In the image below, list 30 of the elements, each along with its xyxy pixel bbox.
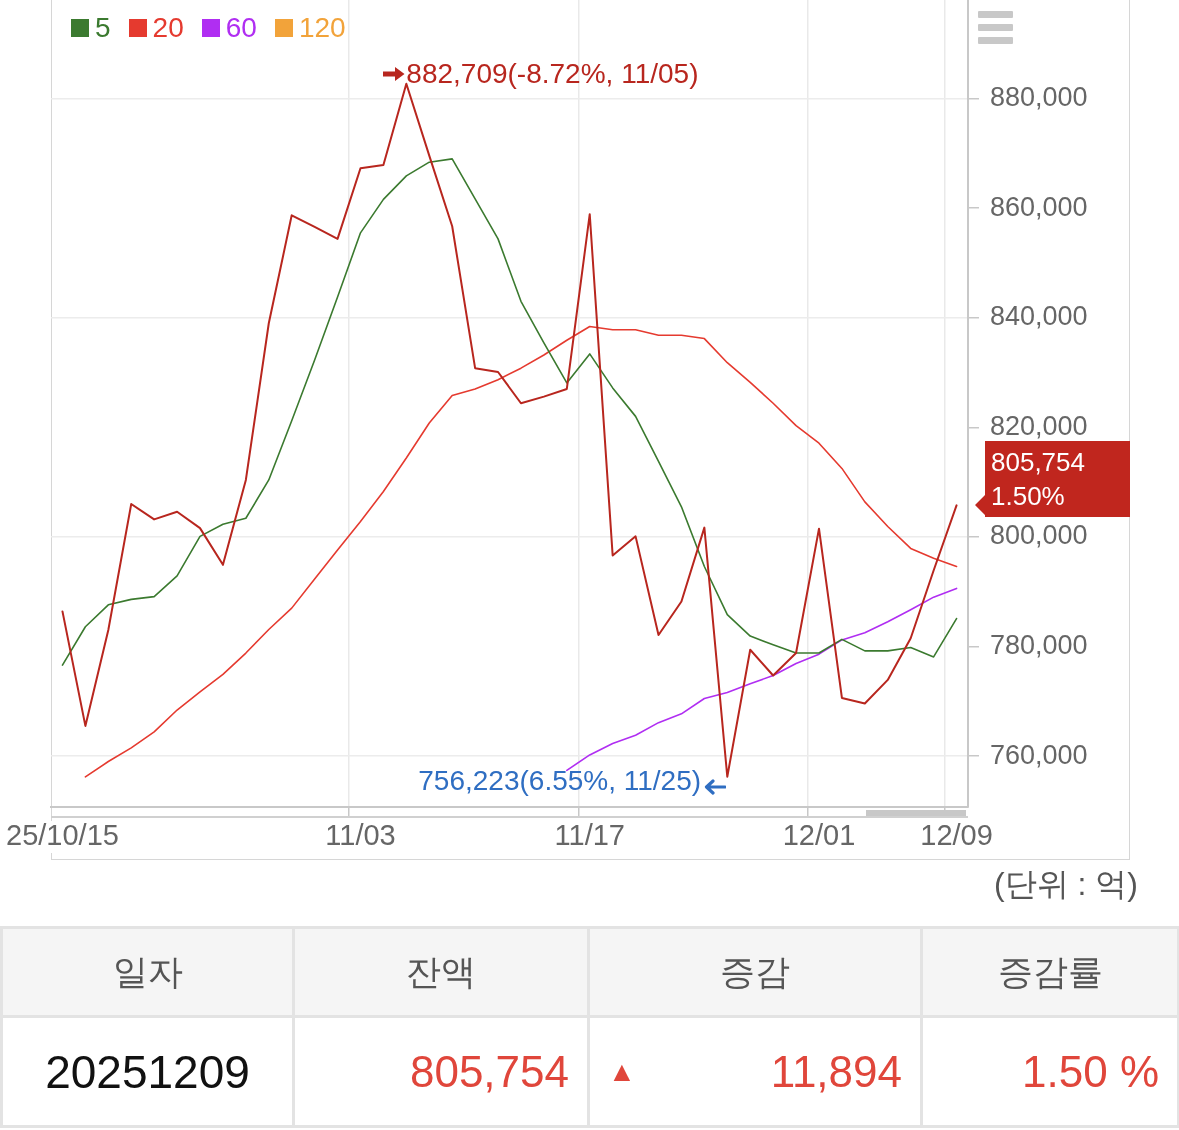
data-label: 882,709(-8.72%, 11/05) — [406, 57, 699, 90]
category-label: 증감률 — [921, 927, 1179, 1017]
text: 1.50 % — [1021, 1046, 1159, 1097]
category-label: 잔액 — [293, 927, 589, 1017]
data-label: 756,223(6.55%, 11/25) — [418, 764, 702, 797]
text: 20251209 — [44, 1044, 251, 1099]
legend-label: 60 — [225, 11, 257, 45]
text: 805,754 — [408, 1046, 569, 1097]
x-tick-label: 11/17 — [554, 819, 625, 851]
x-tick-label: 12/09 — [920, 819, 993, 851]
x-tick-label: 25/10/15 — [6, 819, 119, 851]
text: (단위 : 억) — [994, 865, 1138, 904]
category-label: 일자 — [1, 927, 294, 1017]
y-tick-label: 780,000 — [990, 629, 1088, 660]
y-tick-label: 860,000 — [990, 191, 1088, 222]
y-tick-label: 800,000 — [990, 520, 1088, 551]
text: 11,894 — [770, 1046, 902, 1097]
legend-label: 120 — [298, 11, 346, 45]
y-tick-label: 760,000 — [990, 739, 1088, 770]
text: ▲ — [608, 1055, 636, 1088]
y-tick-label: 840,000 — [990, 301, 1088, 332]
legend-label: 5 — [95, 11, 111, 45]
x-tick-label: 11/03 — [325, 819, 396, 851]
category-label: 증감 — [588, 927, 922, 1017]
y-tick-label: 820,000 — [990, 410, 1088, 441]
x-tick-label: 12/01 — [782, 819, 856, 851]
legend-label: 20 — [152, 11, 184, 45]
annotation: 1.50% — [991, 480, 1065, 514]
annotation: 805,754 — [991, 446, 1085, 480]
y-tick-label: 880,000 — [990, 82, 1088, 113]
